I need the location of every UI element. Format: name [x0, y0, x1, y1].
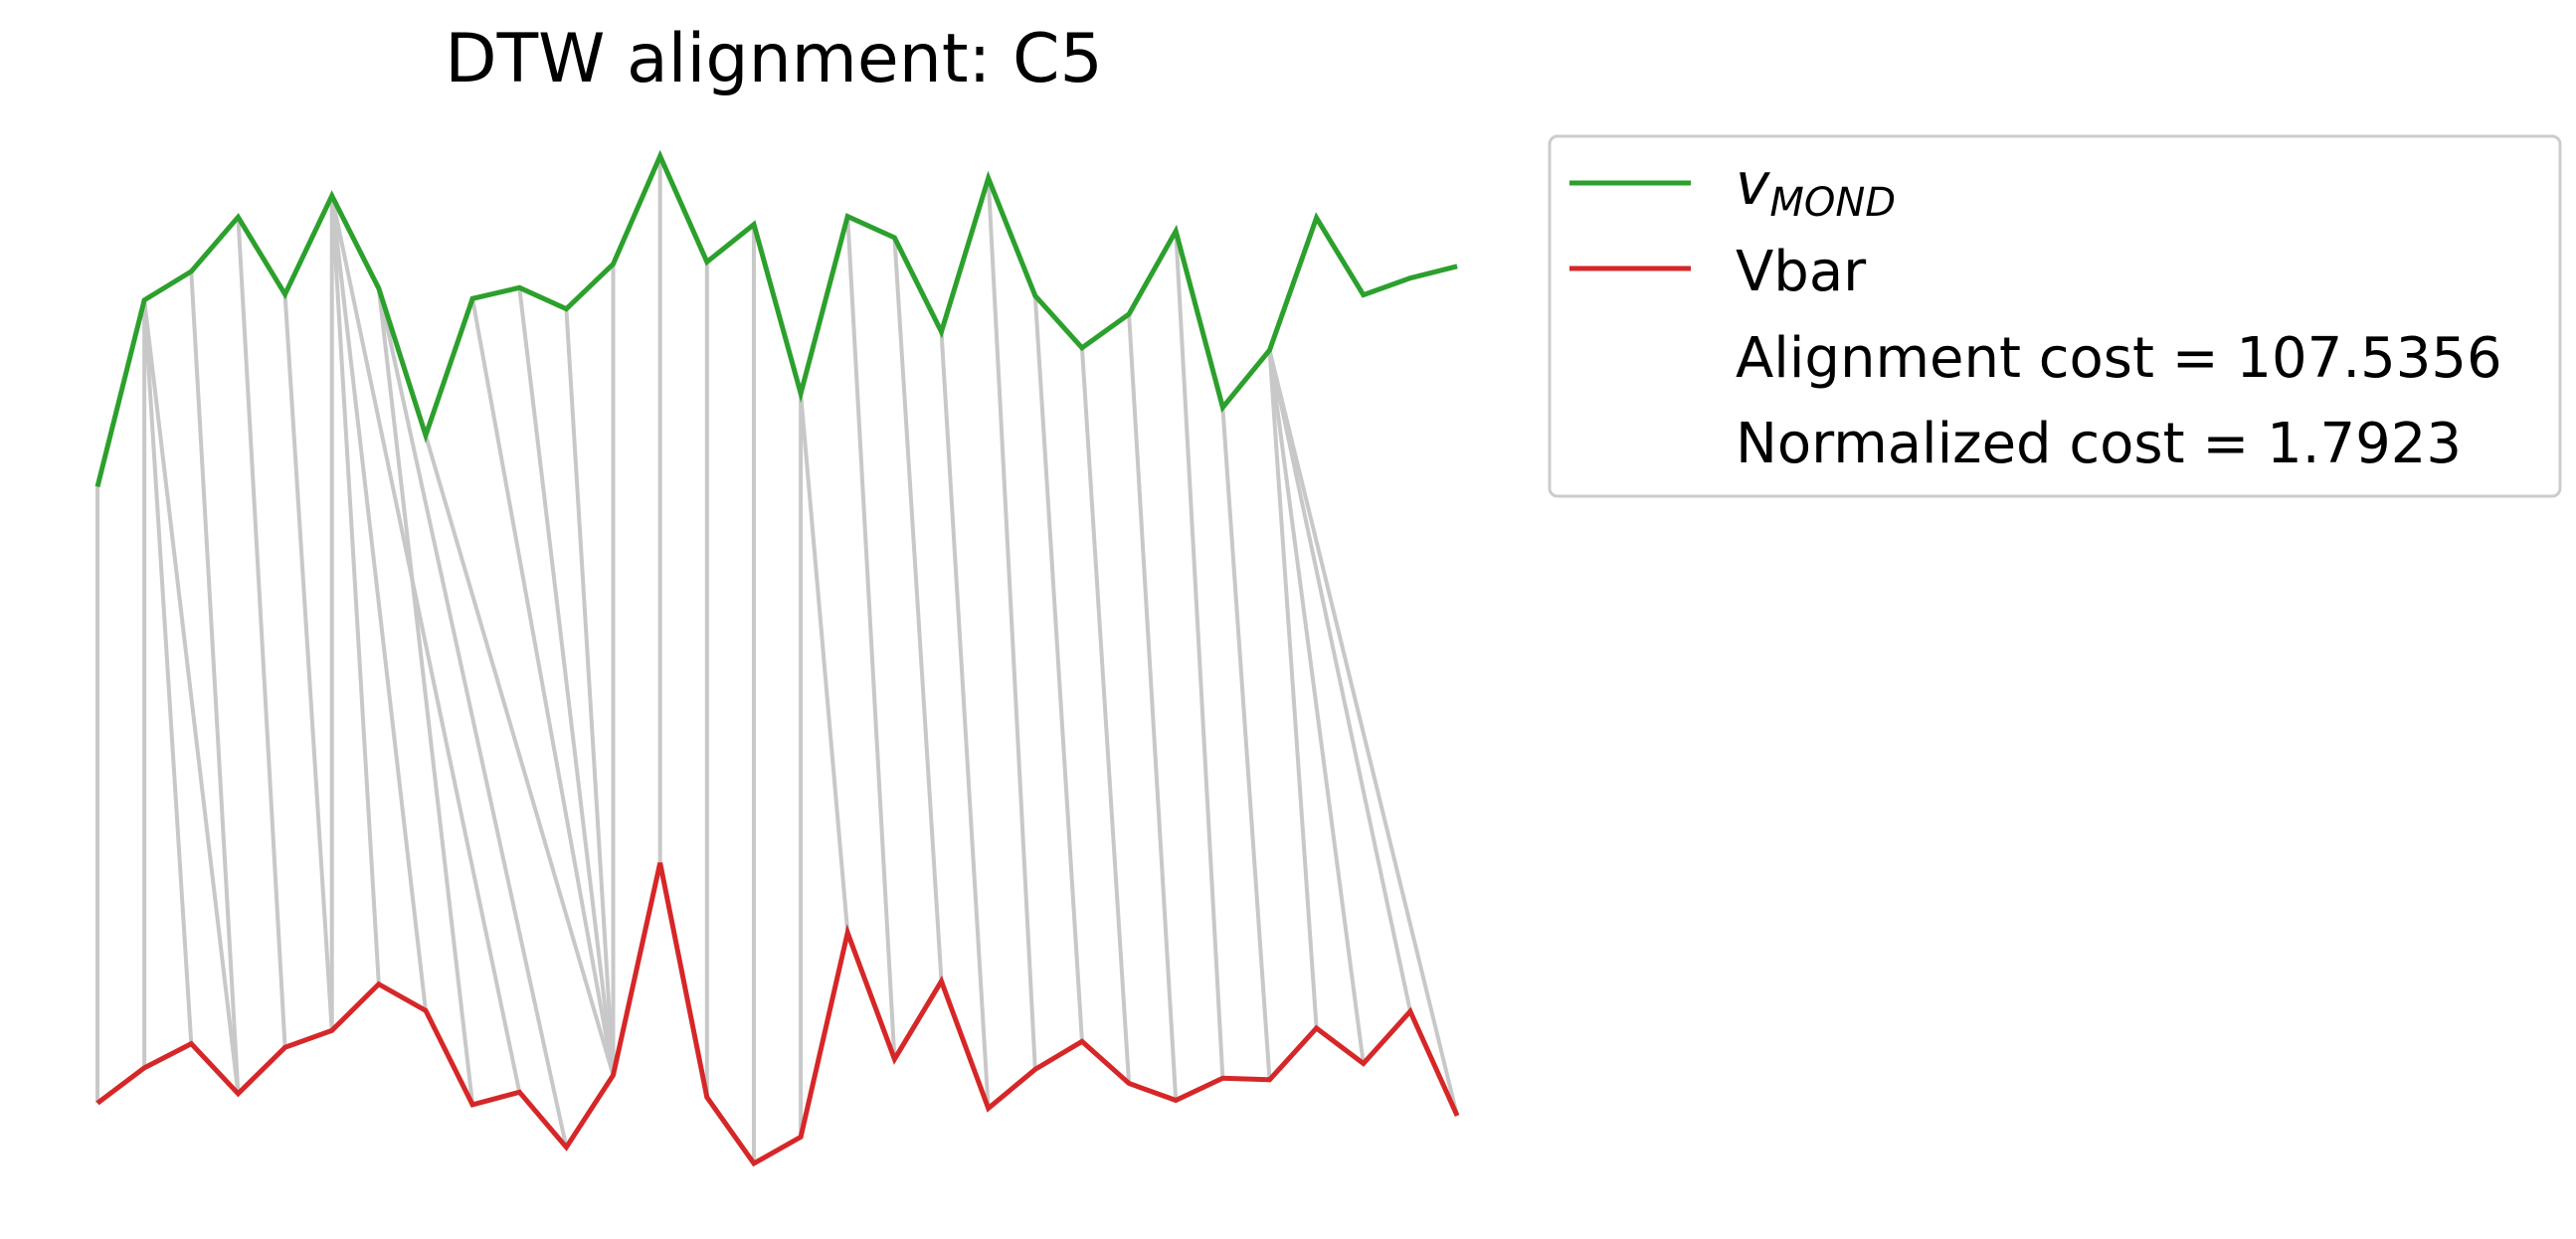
chart-title: DTW alignment: C5: [445, 20, 1103, 98]
alignment-line: [329, 195, 522, 1093]
alignment-line: [329, 195, 428, 1011]
alignment-line: [939, 331, 991, 1109]
legend-label-vbar: Vbar: [1736, 240, 1867, 304]
legend-frame: [1548, 134, 2562, 498]
alignment-line: [1220, 407, 1272, 1080]
legend-label-vmond-sub: MOND: [1769, 180, 1896, 226]
legend-label-vmond: vMOND: [1736, 150, 1896, 226]
alignment-lines: [95, 156, 1460, 1163]
series-line-vmond: [94, 149, 1458, 488]
alignment-line: [424, 435, 616, 1076]
alignment-line: [470, 297, 616, 1076]
alignment-line: [564, 308, 616, 1076]
alignment-line: [329, 195, 381, 984]
legend: vMOND Vbar Alignment cost = 107.5356 Nor…: [1548, 134, 2562, 498]
alignment-line: [376, 287, 475, 1106]
alignment-line: [282, 293, 334, 1031]
legend-label-vmond-main: v: [1736, 150, 1771, 218]
alignment-line: [845, 216, 897, 1060]
alignment-line: [517, 287, 616, 1076]
alignment-line: [1174, 231, 1225, 1079]
alignment-line: [1267, 349, 1412, 1012]
alignment-line: [142, 299, 194, 1044]
series-line-vbar: [95, 862, 1460, 1167]
alignment-line: [1267, 349, 1460, 1117]
alignment-line: [142, 299, 241, 1095]
alignment-line: [892, 237, 944, 981]
alignment-line: [1267, 349, 1366, 1064]
alignment-line: [1267, 349, 1319, 1029]
alignment-line: [236, 217, 287, 1048]
alignment-line: [986, 178, 1037, 1070]
annotation-alignment-cost: Alignment cost = 107.5356: [1736, 326, 2502, 391]
alignment-line: [1127, 313, 1179, 1101]
alignment-line: [376, 287, 569, 1149]
alignment-line: [189, 270, 241, 1094]
alignment-line: [1079, 347, 1132, 1084]
alignment-line: [1032, 295, 1084, 1042]
series-group: [94, 149, 1460, 1167]
annotation-normalized-cost: Normalized cost = 1.7923: [1736, 412, 2462, 476]
alignment-line: [799, 393, 850, 934]
